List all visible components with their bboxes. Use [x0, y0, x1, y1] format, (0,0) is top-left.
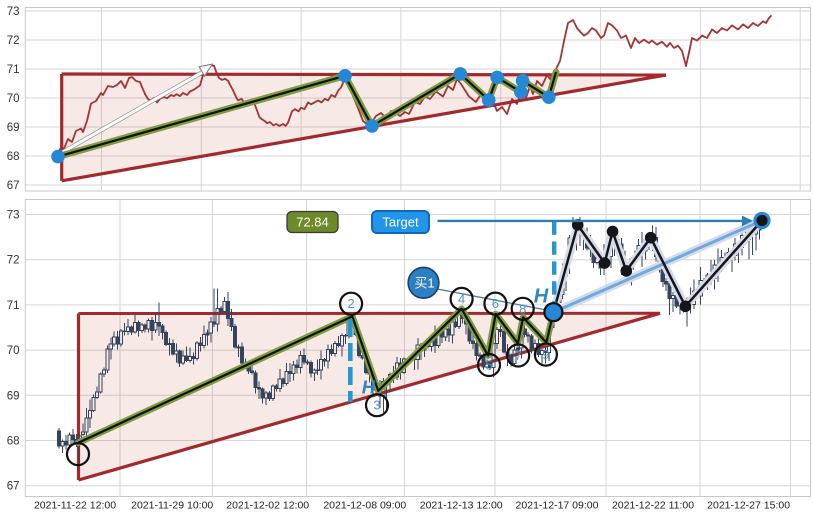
- svg-text:72: 72: [7, 255, 20, 267]
- svg-text:8: 8: [519, 301, 526, 316]
- svg-text:73: 73: [7, 210, 20, 222]
- svg-text:2021-12-13 12:00: 2021-12-13 12:00: [420, 500, 503, 512]
- svg-text:2021-12-02 12:00: 2021-12-02 12:00: [226, 500, 309, 512]
- svg-text:2021-12-08 09:00: 2021-12-08 09:00: [323, 500, 406, 512]
- svg-text:2021-12-17 09:00: 2021-12-17 09:00: [516, 500, 599, 512]
- svg-text:68: 68: [7, 436, 20, 448]
- svg-text:70: 70: [7, 93, 20, 105]
- svg-text:H: H: [534, 286, 549, 308]
- svg-text:7: 7: [515, 348, 522, 363]
- svg-text:2021-12-27 15:00: 2021-12-27 15:00: [707, 500, 790, 512]
- svg-text:71: 71: [7, 64, 20, 76]
- svg-text:69: 69: [7, 122, 20, 134]
- svg-text:买1: 买1: [414, 276, 434, 291]
- svg-text:6: 6: [492, 296, 499, 311]
- svg-text:2021-12-22 11:00: 2021-12-22 11:00: [612, 500, 694, 512]
- svg-text:4: 4: [458, 291, 465, 306]
- svg-text:Target: Target: [382, 215, 419, 230]
- svg-text:3: 3: [373, 398, 380, 413]
- svg-text:69: 69: [7, 390, 20, 402]
- svg-text:67: 67: [7, 481, 20, 493]
- svg-text:71: 71: [7, 300, 20, 312]
- svg-text:2021-11-29 10:00: 2021-11-29 10:00: [131, 500, 213, 512]
- svg-text:72: 72: [7, 35, 20, 47]
- svg-text:2: 2: [347, 296, 354, 311]
- svg-text:2021-11-22 12:00: 2021-11-22 12:00: [34, 500, 116, 512]
- svg-text:5: 5: [485, 358, 492, 373]
- svg-text:70: 70: [7, 345, 20, 357]
- svg-text:9: 9: [542, 347, 549, 362]
- svg-text:68: 68: [7, 151, 20, 163]
- svg-text:67: 67: [7, 180, 20, 192]
- svg-text:73: 73: [7, 6, 20, 18]
- svg-text:72.84: 72.84: [296, 215, 329, 230]
